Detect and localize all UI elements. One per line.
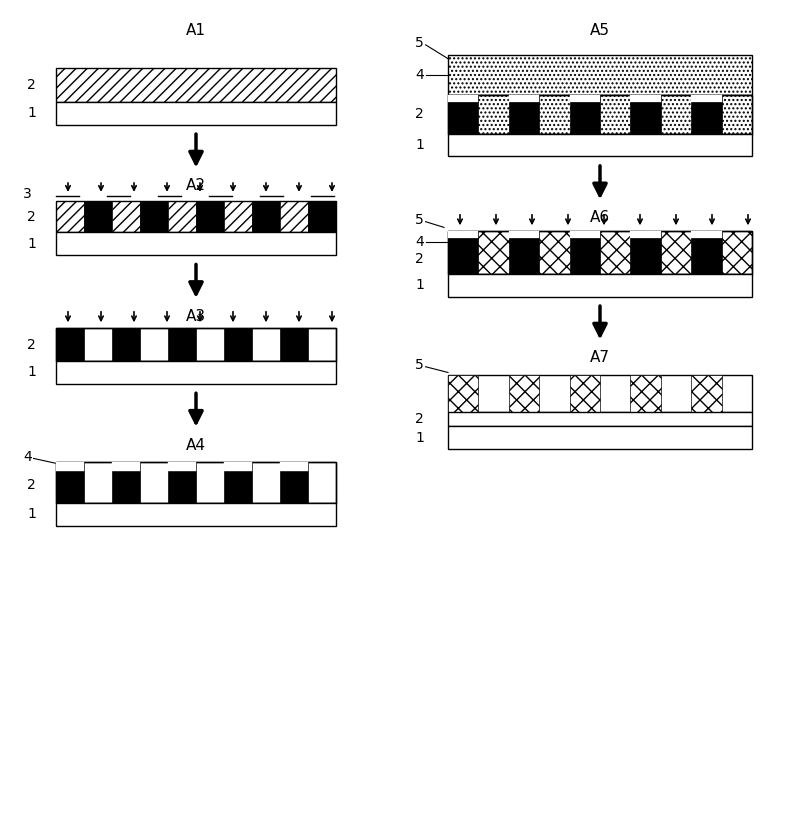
Bar <box>448 375 752 412</box>
Bar <box>691 231 722 238</box>
Text: 4: 4 <box>23 450 32 464</box>
Text: 4: 4 <box>415 68 424 82</box>
Text: 2: 2 <box>27 478 36 491</box>
Bar <box>112 462 140 503</box>
Bar <box>224 462 252 471</box>
Bar <box>691 231 722 274</box>
Bar <box>448 426 752 449</box>
Text: 4: 4 <box>415 235 424 249</box>
Text: 2: 2 <box>415 412 424 426</box>
Bar <box>56 328 336 361</box>
Bar <box>280 201 308 232</box>
Text: 2: 2 <box>415 107 424 121</box>
Bar <box>56 201 84 232</box>
Bar <box>448 134 752 156</box>
Bar <box>448 231 752 274</box>
Bar <box>570 95 600 102</box>
Bar <box>448 95 752 134</box>
Bar <box>280 462 308 503</box>
Bar <box>691 375 722 412</box>
Bar <box>630 231 661 238</box>
Bar <box>570 231 600 238</box>
Bar <box>112 328 140 361</box>
Bar <box>570 95 600 134</box>
Bar <box>252 201 280 232</box>
Bar <box>56 232 336 255</box>
Bar <box>112 201 140 232</box>
Bar <box>56 462 84 471</box>
Bar <box>56 328 84 361</box>
Text: 1: 1 <box>415 430 424 445</box>
Bar <box>448 231 478 274</box>
Bar <box>280 328 308 361</box>
Bar <box>56 462 336 503</box>
Bar <box>168 462 196 503</box>
Text: 5: 5 <box>415 213 424 227</box>
Text: 1: 1 <box>27 365 36 380</box>
Bar <box>224 462 252 503</box>
Bar <box>168 201 196 232</box>
Bar <box>509 375 539 412</box>
Bar <box>630 375 661 412</box>
Bar <box>570 231 600 274</box>
Bar <box>448 274 752 297</box>
Text: A6: A6 <box>590 210 610 225</box>
Bar <box>509 231 539 274</box>
Text: A1: A1 <box>186 23 206 37</box>
Bar <box>56 361 336 384</box>
Bar <box>509 95 539 134</box>
Bar <box>140 201 168 232</box>
Bar <box>448 375 478 412</box>
Text: 2: 2 <box>27 77 36 92</box>
Bar <box>84 201 112 232</box>
Bar <box>509 95 539 102</box>
Bar <box>112 462 140 471</box>
Bar <box>280 462 308 471</box>
Text: 5: 5 <box>415 36 424 51</box>
Bar <box>570 375 600 412</box>
Bar <box>630 95 661 102</box>
Bar <box>448 231 478 238</box>
Text: 1: 1 <box>27 106 36 121</box>
Text: 1: 1 <box>27 507 36 522</box>
Bar <box>56 68 336 102</box>
Text: 1: 1 <box>415 278 424 293</box>
Bar <box>56 462 84 503</box>
Text: 1: 1 <box>415 138 424 152</box>
Bar <box>56 201 336 232</box>
Text: 1: 1 <box>27 236 36 251</box>
Text: 2: 2 <box>27 337 36 352</box>
Bar <box>56 462 336 503</box>
Bar <box>448 95 478 102</box>
Text: A3: A3 <box>186 309 206 324</box>
Bar <box>224 201 252 232</box>
Bar <box>630 231 661 274</box>
Bar <box>448 231 752 274</box>
Text: 2: 2 <box>415 252 424 266</box>
Bar <box>509 231 539 238</box>
Bar <box>448 95 752 134</box>
Bar <box>56 102 336 125</box>
Text: A5: A5 <box>590 23 610 37</box>
Bar <box>168 328 196 361</box>
Text: A4: A4 <box>186 438 206 452</box>
Text: 2: 2 <box>27 209 36 224</box>
Bar <box>196 201 224 232</box>
Bar <box>168 462 196 471</box>
Bar <box>308 201 336 232</box>
Bar <box>224 328 252 361</box>
Bar <box>448 412 752 426</box>
Bar <box>691 95 722 102</box>
Bar <box>448 95 478 134</box>
Bar <box>56 328 336 361</box>
Bar <box>56 503 336 526</box>
Text: 5: 5 <box>415 358 424 372</box>
Text: A2: A2 <box>186 178 206 193</box>
Text: A7: A7 <box>590 350 610 365</box>
Bar <box>630 95 661 134</box>
Bar <box>448 55 752 95</box>
Text: 3: 3 <box>23 187 32 201</box>
Bar <box>691 95 722 134</box>
